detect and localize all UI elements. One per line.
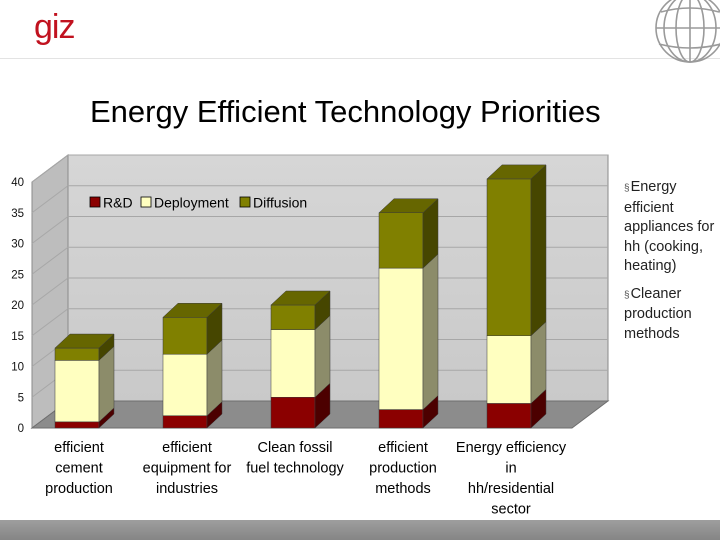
globe-icon	[655, 0, 720, 63]
y-tick-label: 35	[11, 208, 24, 220]
y-tick-label: 20	[11, 300, 24, 312]
bar-segment	[54, 347, 100, 361]
bar-segment	[270, 304, 316, 330]
bullet-marker-icon: §	[624, 183, 630, 194]
bar-segment-side	[530, 321, 547, 404]
x-tick-label: equipment for	[143, 461, 232, 477]
gridline-side	[31, 277, 69, 306]
x-tick-label: cement	[55, 461, 103, 477]
legend-swatch	[89, 196, 101, 208]
bar-segment	[378, 267, 424, 410]
bar-segment-side	[530, 164, 547, 337]
bullet-item: §Cleaner production methods	[624, 285, 716, 345]
bar-top	[486, 164, 547, 180]
bar-top	[270, 290, 331, 306]
x-tick-label: in	[505, 461, 516, 477]
y-tick-label: 5	[18, 392, 24, 404]
y-tick-label: 0	[18, 423, 24, 435]
header-band	[0, 0, 720, 59]
bar-top	[378, 198, 439, 213]
bar-segment-side	[422, 253, 439, 411]
x-tick-label: hh/residential	[468, 481, 554, 497]
y-tick-label: 10	[11, 362, 24, 374]
legend-swatch	[239, 196, 251, 208]
x-tick-label: efficient	[162, 440, 212, 456]
bar-segment-side	[314, 315, 331, 398]
bullet-item: §Energy efficient appliances for hh (coo…	[624, 178, 716, 277]
x-tick-label: production	[45, 481, 113, 497]
bar-segment	[162, 415, 208, 429]
bar-segment	[378, 409, 424, 429]
bullet-marker-icon: §	[624, 289, 630, 301]
x-tick-label: Clean fossil	[258, 440, 333, 456]
gridline-side	[31, 308, 69, 337]
legend-label: Diffusion	[253, 195, 307, 211]
bar-top	[54, 333, 115, 349]
bar-segment	[270, 397, 316, 429]
x-tick-label: sector	[491, 502, 531, 518]
gridline-side	[31, 185, 69, 214]
x-tick-label: fuel technology	[246, 461, 344, 477]
x-tick-label: efficient	[54, 440, 104, 456]
gridline-side	[31, 246, 69, 275]
x-tick-label: efficient	[378, 440, 428, 456]
bullet-text: Cleaner production methods	[624, 285, 692, 342]
legend-swatch	[140, 196, 152, 208]
bar-segment	[54, 421, 100, 429]
x-tick-label: production	[369, 461, 437, 477]
y-tick-label: 30	[11, 239, 24, 251]
giz-logo: giz	[34, 8, 75, 46]
bullet-list: §Energy efficient appliances for hh (coo…	[624, 178, 716, 352]
x-tick-label: methods	[375, 481, 431, 497]
bar-segment	[486, 335, 532, 404]
bar-segment	[378, 212, 424, 269]
legend-label: R&D	[103, 195, 133, 211]
bar-segment	[162, 353, 208, 416]
bar-segment	[486, 178, 532, 336]
footer-band	[0, 520, 720, 540]
gridline-side	[31, 216, 69, 244]
gridline-side	[31, 154, 69, 183]
bullet-text: Energy efficient appliances for hh (cook…	[624, 179, 715, 274]
bar-top	[162, 303, 223, 318]
x-tick-label: Energy efficiency	[456, 440, 567, 456]
bar-segment	[486, 403, 532, 429]
bar-segment	[162, 317, 208, 355]
bar-segment	[54, 360, 100, 423]
x-tick-label: industries	[156, 481, 218, 497]
bar-segment	[270, 329, 316, 398]
legend-label: Deployment	[154, 195, 229, 211]
y-tick-label: 25	[11, 269, 24, 281]
y-tick-label: 40	[11, 177, 24, 189]
slide-title: Energy Efficient Technology Priorities	[90, 94, 601, 129]
y-tick-label: 15	[11, 331, 24, 343]
